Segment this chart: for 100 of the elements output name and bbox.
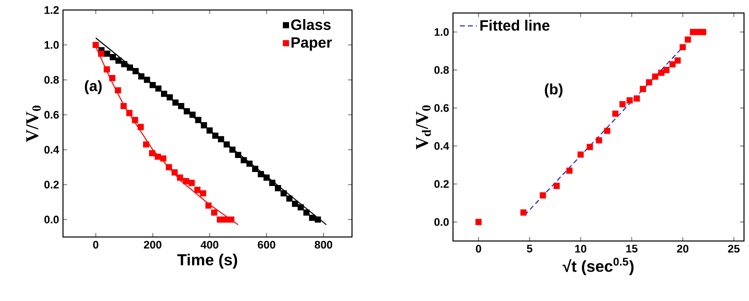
y-tick-label: 0.0 bbox=[44, 216, 59, 224]
point bbox=[172, 99, 179, 106]
point bbox=[604, 128, 610, 134]
x-tick-label: 25 bbox=[728, 244, 740, 253]
point bbox=[160, 90, 168, 97]
point bbox=[154, 154, 161, 160]
point bbox=[663, 66, 670, 74]
x-tick-label: 0 bbox=[476, 244, 482, 253]
point bbox=[292, 200, 298, 207]
point bbox=[126, 64, 134, 71]
annotation: (a) bbox=[84, 80, 102, 94]
point bbox=[188, 180, 195, 186]
x-tick-label: 600 bbox=[258, 240, 276, 249]
point bbox=[303, 209, 310, 216]
point bbox=[263, 174, 270, 181]
point bbox=[634, 95, 640, 102]
point bbox=[189, 112, 196, 118]
y-tick-label: 0.2 bbox=[434, 180, 449, 188]
x-tick-label: 800 bbox=[314, 240, 332, 249]
x-tick-label: 200 bbox=[144, 240, 162, 249]
point bbox=[652, 74, 658, 80]
point bbox=[286, 195, 292, 202]
point bbox=[92, 42, 99, 48]
point bbox=[554, 182, 560, 189]
point bbox=[309, 214, 316, 221]
point bbox=[206, 127, 213, 134]
y-tick-label: 0.8 bbox=[44, 76, 59, 84]
point bbox=[578, 151, 584, 158]
point bbox=[612, 110, 618, 117]
point bbox=[172, 169, 178, 176]
point bbox=[104, 50, 110, 57]
point bbox=[566, 168, 572, 174]
point bbox=[184, 108, 190, 114]
point bbox=[149, 150, 156, 156]
point bbox=[166, 164, 172, 170]
point bbox=[224, 141, 230, 148]
point bbox=[195, 116, 202, 124]
point bbox=[669, 61, 676, 68]
point bbox=[114, 87, 122, 94]
point bbox=[98, 50, 104, 57]
y-tick-label: 1.0 bbox=[44, 41, 59, 49]
point bbox=[104, 66, 110, 72]
y-tick-label: 0.4 bbox=[434, 142, 450, 150]
point bbox=[258, 171, 264, 178]
point bbox=[246, 160, 253, 167]
point bbox=[596, 137, 602, 144]
point bbox=[121, 61, 128, 68]
y-tick-label: 0.6 bbox=[44, 110, 59, 119]
point bbox=[178, 102, 184, 110]
point bbox=[110, 54, 116, 60]
point bbox=[658, 70, 664, 76]
point bbox=[138, 124, 144, 130]
point bbox=[586, 144, 593, 150]
point bbox=[109, 75, 116, 82]
annotation: (b) bbox=[544, 84, 562, 98]
point bbox=[646, 79, 652, 86]
y-tick-label: 0.4 bbox=[44, 146, 60, 154]
point bbox=[475, 218, 482, 226]
x-tick-label: 10 bbox=[575, 244, 586, 253]
legend-label: Glass bbox=[291, 19, 331, 30]
y-tick-label: 1.2 bbox=[44, 6, 59, 14]
x-tick-label: 15 bbox=[626, 244, 638, 252]
point bbox=[126, 110, 132, 116]
x-tick-label: 400 bbox=[200, 240, 218, 249]
point bbox=[115, 58, 122, 64]
point bbox=[200, 190, 206, 196]
point bbox=[132, 116, 138, 124]
point bbox=[626, 97, 633, 104]
y-axis-title: V/V$_{0}$ bbox=[26, 106, 41, 142]
point bbox=[211, 209, 218, 216]
point bbox=[269, 180, 276, 186]
y-axis-title: V$_{d}$/V$_{0}$ bbox=[416, 105, 431, 150]
point bbox=[200, 122, 208, 128]
point bbox=[143, 141, 150, 148]
point bbox=[252, 166, 258, 172]
x-tick-label: 5 bbox=[526, 244, 532, 252]
point bbox=[228, 216, 234, 223]
point bbox=[138, 73, 144, 80]
point bbox=[674, 57, 681, 64]
point bbox=[298, 204, 304, 210]
legend-label: Paper bbox=[292, 37, 332, 51]
point bbox=[274, 185, 282, 192]
point bbox=[229, 146, 236, 153]
point bbox=[684, 36, 691, 43]
point bbox=[240, 157, 247, 164]
point bbox=[540, 192, 546, 198]
point bbox=[218, 136, 224, 142]
point bbox=[150, 82, 156, 88]
point bbox=[520, 209, 527, 216]
point bbox=[144, 76, 150, 83]
point bbox=[182, 178, 190, 184]
x-axis-title: √t (sec$^{0.5}$) bbox=[562, 258, 634, 276]
point bbox=[314, 216, 321, 223]
point bbox=[120, 102, 127, 110]
y-tick-label: 0.2 bbox=[44, 180, 59, 188]
point bbox=[160, 155, 166, 162]
point bbox=[176, 174, 184, 181]
point bbox=[235, 152, 242, 158]
point bbox=[280, 190, 287, 196]
point bbox=[700, 28, 706, 36]
